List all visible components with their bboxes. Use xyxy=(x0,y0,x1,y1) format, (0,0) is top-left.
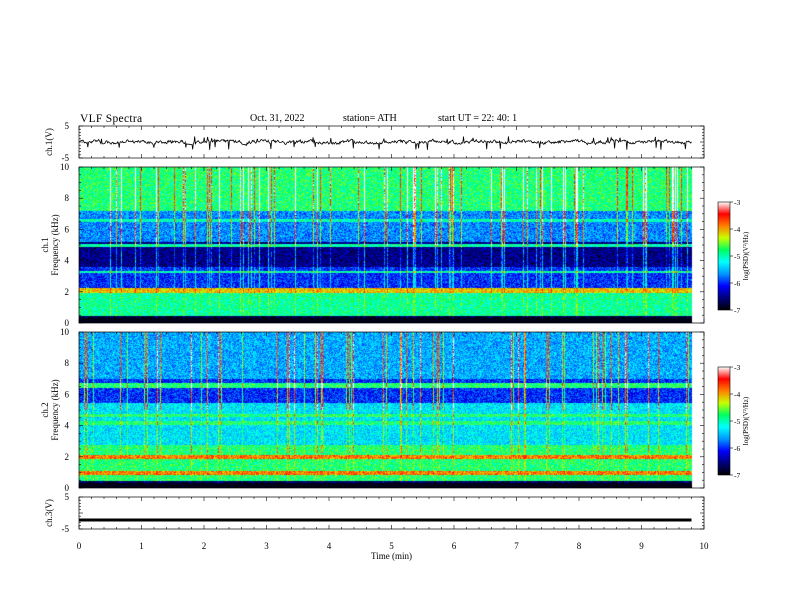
ch2-spectrogram-ylabel: Frequency (kHz) xyxy=(50,379,60,440)
ch1-spectrogram-ytick-label: 4 xyxy=(65,256,70,266)
x-tick-label: 7 xyxy=(514,541,519,551)
ch1-spectrogram-ylabel: Frequency (kHz) xyxy=(50,214,60,275)
x-tick-label: 9 xyxy=(639,541,644,551)
ch2-spectrogram-colorbar-label: log(PSD)(V²/Hz) xyxy=(742,396,750,445)
ch2-spectrogram-colorbar-tick-label: -5 xyxy=(734,417,740,426)
ch1-spectrogram-colorbar-label: log(PSD)(V²/Hz) xyxy=(742,231,750,280)
ch1-spectrogram-ytick-label: 2 xyxy=(65,287,70,297)
ch1-spectrogram-ytick-label: 0 xyxy=(65,318,70,328)
ch3-waveform-ytick-label: -5 xyxy=(62,524,70,534)
ch1-waveform-ylabel: ch.1(V) xyxy=(44,128,54,156)
station-label: station= ATH xyxy=(343,113,397,124)
ch1-spectrogram-colorbar xyxy=(717,201,731,311)
ch2-spectrogram-ytick-label: 6 xyxy=(65,389,70,399)
ch2-spectrogram-channel-label: ch.2 xyxy=(40,402,50,417)
ch1-spectrogram-ytick-label: 10 xyxy=(60,162,70,172)
ch1-spectrogram-colorbar-tick-label: -5 xyxy=(734,252,740,261)
ch2-spectrogram-ytick-label: 4 xyxy=(65,421,70,431)
x-tick-label: 10 xyxy=(700,541,710,551)
frame-layer xyxy=(78,125,733,530)
ch2-spectrogram-colorbar-tick-label: -3 xyxy=(734,363,740,372)
ch2-spectrogram-image xyxy=(79,332,704,488)
ch1-waveform-ytick-label: 5 xyxy=(65,121,70,131)
start-time-label: start UT = 22: 40: 1 xyxy=(438,113,518,124)
x-tick-label: 6 xyxy=(452,541,457,551)
x-tick-label: 2 xyxy=(202,541,207,551)
ch2-spectrogram-colorbar xyxy=(717,366,731,476)
ch1-spectrogram-colorbar-tick-label: -3 xyxy=(734,198,740,207)
ch3-waveform-ytick-label: 5 xyxy=(65,492,70,502)
ch1-spectrogram-channel-label: ch.1 xyxy=(40,237,50,252)
ch1-spectrogram-colorbar-tick-label: -6 xyxy=(734,279,740,288)
ch2-spectrogram-colorbar-tick-label: -7 xyxy=(734,471,740,480)
x-tick-label: 4 xyxy=(327,541,332,551)
ch1-spectrogram-ytick-label: 6 xyxy=(65,224,70,234)
spectrogram-layer xyxy=(79,167,704,488)
ch1-spectrogram-ytick-label: 8 xyxy=(65,193,70,203)
ch2-spectrogram-ytick-label: 10 xyxy=(60,327,70,337)
ch3-waveform-frame xyxy=(78,496,705,530)
date-label: Oct. 31, 2022 xyxy=(250,113,305,124)
x-axis-label: Time (min) xyxy=(371,551,412,561)
x-tick-label: 0 xyxy=(77,541,82,551)
x-tick-label: 3 xyxy=(264,541,269,551)
x-tick-label: 5 xyxy=(389,541,394,551)
ch2-spectrogram-colorbar-tick-label: -4 xyxy=(734,390,740,399)
ch2-spectrogram-ytick-label: 0 xyxy=(65,483,70,493)
ch1-spectrogram-colorbar-tick-label: -7 xyxy=(734,306,740,315)
ch1-spectrogram-colorbar-tick-label: -4 xyxy=(734,225,740,234)
x-tick-label: 1 xyxy=(139,541,144,551)
ch2-spectrogram-ytick-label: 2 xyxy=(65,452,70,462)
ch1-waveform-ytick-label: -5 xyxy=(62,153,70,163)
ch3-waveform-ylabel: ch.3(V) xyxy=(44,499,54,527)
ch1-waveform-line xyxy=(78,136,692,150)
chart-title: VLF Spectra xyxy=(80,113,143,125)
x-tick-label: 8 xyxy=(577,541,582,551)
waveform-layer xyxy=(78,136,692,522)
ch1-spectrogram-image xyxy=(79,167,704,323)
ch2-spectrogram-ytick-label: 8 xyxy=(65,358,70,368)
ch2-spectrogram-colorbar-tick-label: -6 xyxy=(734,444,740,453)
